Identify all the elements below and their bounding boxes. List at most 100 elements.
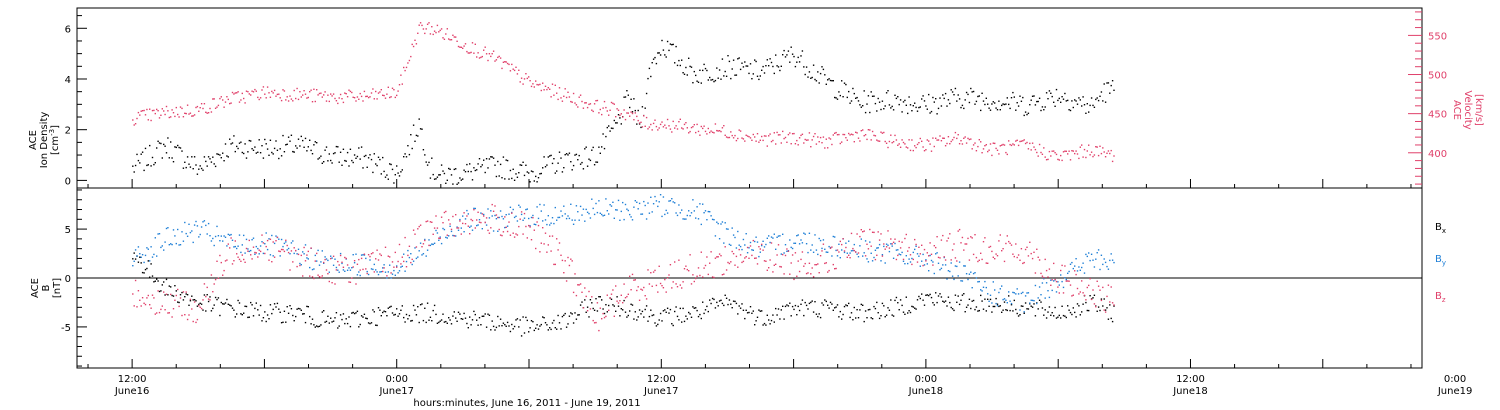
bx-point [299,308,301,310]
density-point [1019,95,1021,97]
velocity-point [624,118,627,121]
velocity-point [926,139,928,141]
velocity-point [558,87,561,89]
bz-point [342,266,345,268]
by-point [170,243,172,245]
velocity-point [1022,140,1024,142]
bx-point [1078,305,1080,307]
bz-point [478,221,481,223]
bz-point [255,252,257,254]
bx-point [556,328,558,330]
density-point [754,59,756,61]
density-point [511,177,513,180]
velocity-point [522,83,524,85]
bx-point [464,317,467,319]
bz-point [512,232,514,234]
bz-point [296,265,298,268]
bx-point [1085,301,1087,304]
bx-point [380,315,382,317]
density-point [334,152,336,154]
bx-point [904,313,906,315]
by-point [264,243,266,245]
bx-point [819,316,822,319]
bx-point [316,325,318,327]
velocity-point [685,122,687,124]
bx-point [985,310,987,312]
density-point [415,134,418,137]
bz-point [213,283,215,285]
bx-point [220,301,222,304]
top-left-ylabel-unit: [cm-3] [48,125,61,155]
by-point [369,259,371,261]
bx-point [994,305,996,308]
bz-point [947,237,950,239]
bz-point [1023,261,1025,264]
velocity-point [675,125,677,127]
velocity-point [745,134,747,136]
bx-point [213,304,215,306]
bx-point [1099,309,1101,312]
by-point [1040,294,1042,296]
density-point [369,154,371,156]
density-point [655,62,658,65]
velocity-point [695,131,697,134]
bx-point [884,316,886,318]
by-point [1079,269,1081,271]
by-point [789,239,791,241]
density-point [533,180,535,182]
bx-point [1088,309,1090,312]
by-point [414,247,416,249]
by-point [936,252,938,254]
bx-point [848,302,850,305]
bx-point [783,318,785,320]
bx-point [234,316,236,318]
by-point [478,219,481,221]
density-point [144,147,147,150]
bz-point [650,272,652,274]
density-point [195,164,197,166]
velocity-point [866,138,868,141]
density-point [874,102,877,105]
by-point [261,241,263,243]
velocity-point [421,24,423,27]
bz-point [629,275,631,277]
velocity-point [306,97,308,99]
by-point [480,212,482,214]
bz-point [572,291,575,294]
velocity-point [568,96,571,98]
density-point [977,95,979,98]
density-point [338,161,340,163]
bx-point [230,305,232,307]
density-point [710,79,712,81]
velocity-point [650,123,652,126]
bz-point [526,237,528,239]
by-point [578,219,580,221]
by-point [386,277,388,279]
by-point [930,259,933,262]
velocity-point [509,70,512,72]
velocity-point [151,109,154,112]
velocity-point [1043,147,1045,149]
density-point [484,171,486,174]
bx-point [224,302,227,304]
density-point [299,145,301,147]
bx-point [502,322,505,324]
density-point [1106,82,1108,84]
density-point [772,65,774,68]
density-point [591,149,593,151]
velocity-point [579,94,582,96]
top-right-tick-label: 400 [1428,149,1447,160]
by-point [448,235,450,237]
bz-point [776,254,778,256]
bx-point [863,320,865,323]
density-point [672,43,674,46]
velocity-point [490,55,492,58]
bz-point [1109,301,1111,303]
bx-point [563,314,565,316]
bx-point [980,294,982,297]
velocity-point [325,100,328,102]
velocity-point [727,136,729,139]
bz-point [599,307,601,309]
bx-point [944,300,947,302]
bx-point [703,312,705,315]
